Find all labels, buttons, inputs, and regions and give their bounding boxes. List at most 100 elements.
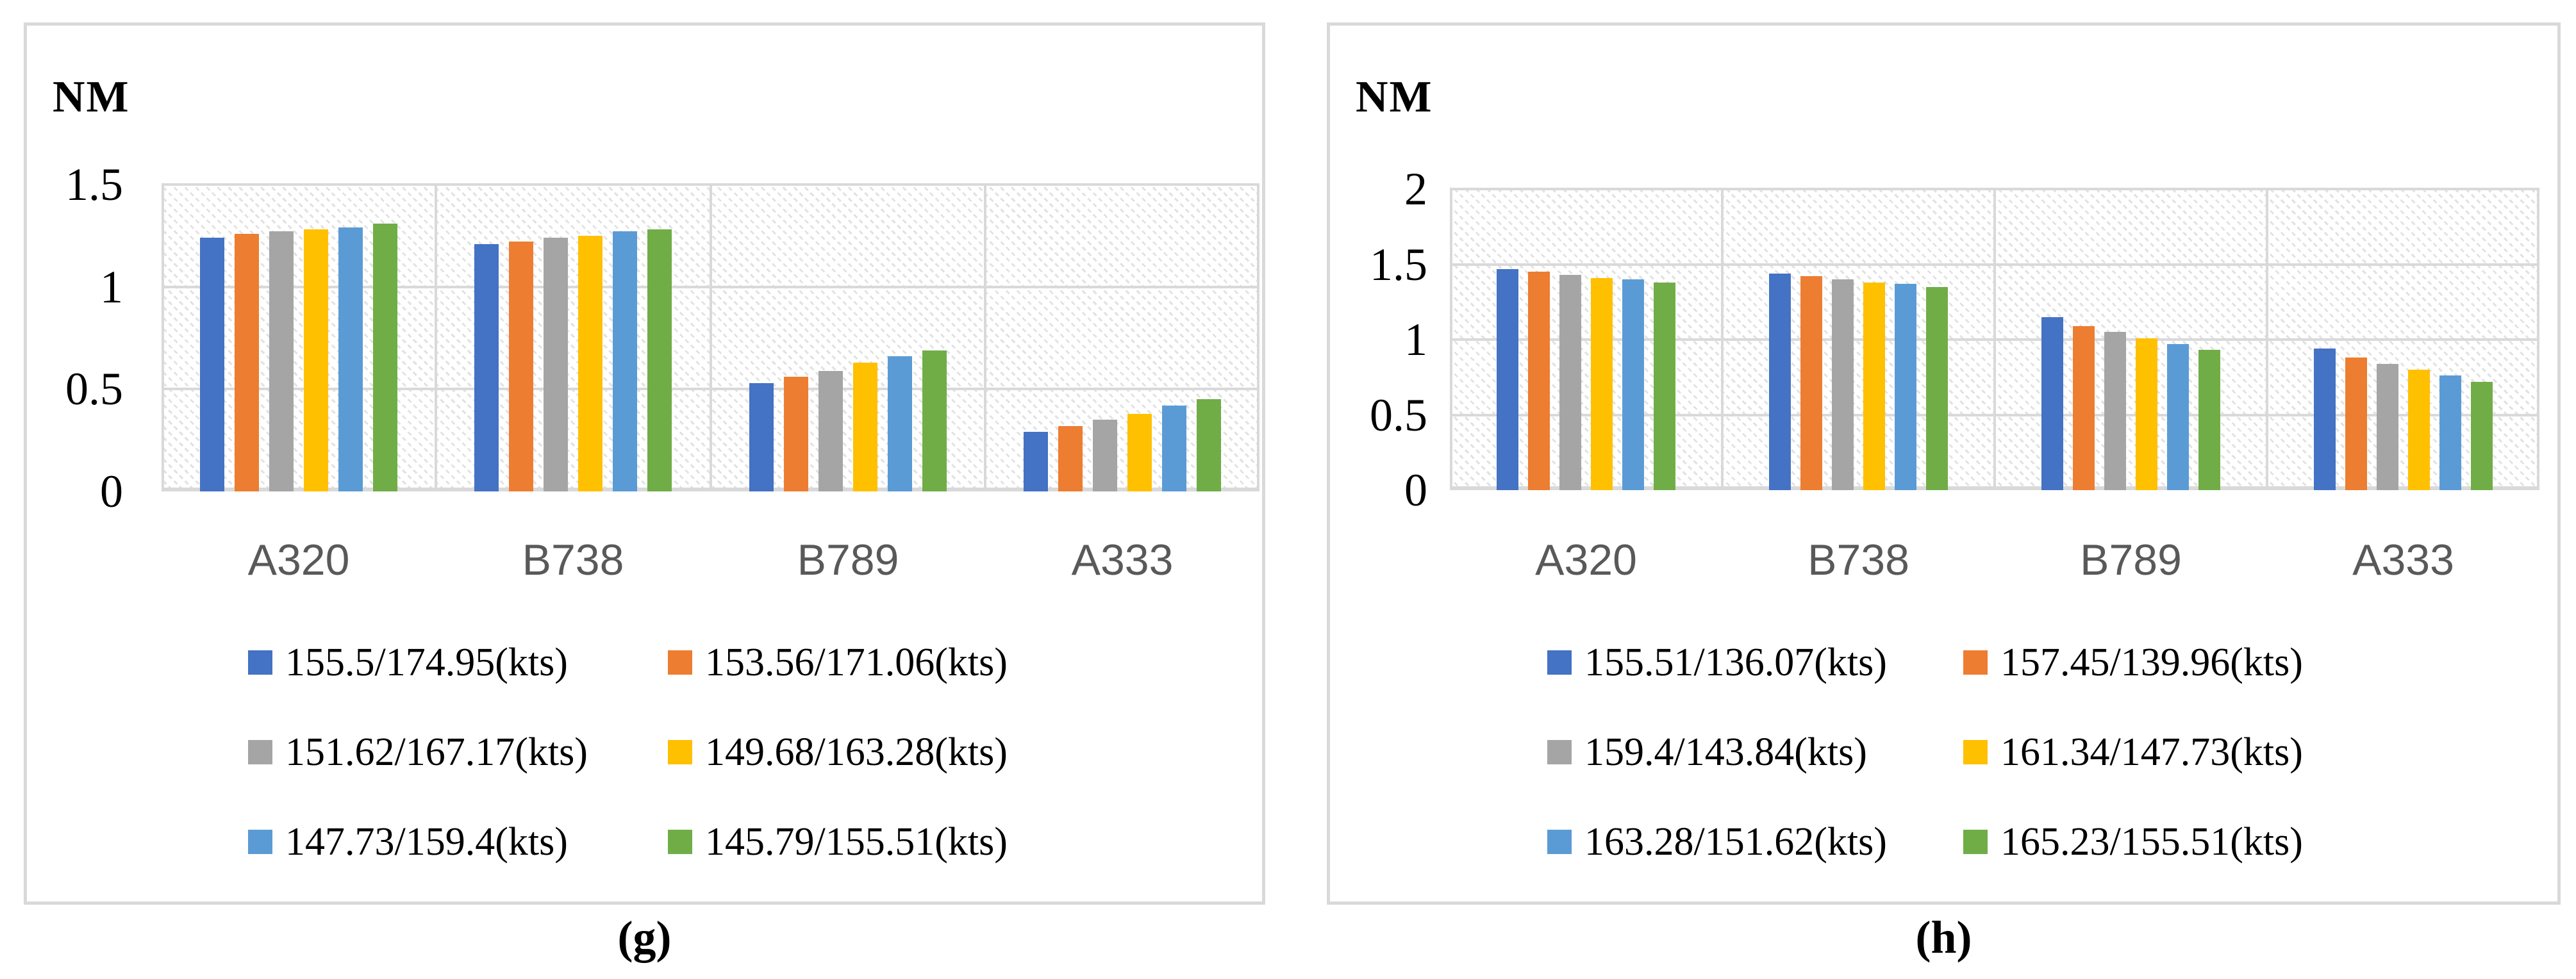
legend-label: 149.68/163.28(kts) — [705, 730, 1008, 774]
bar — [2198, 350, 2220, 490]
bar — [269, 231, 294, 491]
bar — [1832, 279, 1854, 490]
y-tick-label: 0 — [1404, 465, 1427, 516]
bar — [853, 363, 877, 491]
bar-chart-h: 0 0.5 1 1.5 2 A320 B738 B789 A333 155.51/136.07(k… — [1330, 26, 2557, 901]
legend-item: 165.23/155.51(kts) — [1963, 815, 2303, 869]
legend-label: 163.28/151.62(kts) — [1584, 819, 1887, 864]
legend-label: 165.23/155.51(kts) — [2000, 819, 2303, 864]
legend-label: 157.45/139.96(kts) — [2000, 640, 2303, 684]
legend-item: 161.34/147.73(kts) — [1963, 725, 2303, 779]
bar — [1800, 276, 1822, 490]
chart-panel-h: NM 0 0.5 1 1.5 2 A320 B738 B789 A333 155.51/136.0… — [1327, 22, 2561, 905]
bar — [647, 229, 672, 491]
gridline-vertical — [435, 185, 437, 491]
legend-swatch — [668, 740, 692, 764]
chart-panel-g: NM 0 0.5 1 1.5 A320 B738 B789 A333 155.5/174.95(… — [24, 22, 1265, 905]
bar — [749, 383, 774, 491]
x-category-label: A320 — [247, 536, 350, 584]
x-category-label: B789 — [797, 536, 899, 584]
legend-label: 155.51/136.07(kts) — [1584, 640, 1887, 684]
bar — [304, 229, 328, 491]
legend-label: 147.73/159.4(kts) — [285, 819, 568, 864]
gridline-vertical — [2537, 189, 2539, 490]
bar — [200, 238, 224, 491]
bar — [1863, 283, 1885, 490]
bar — [1895, 284, 1916, 490]
bar — [1591, 278, 1613, 490]
y-axis-unit-label: NM — [1356, 72, 1433, 122]
legend-item: 159.4/143.84(kts) — [1547, 725, 1867, 779]
legend-swatch — [248, 650, 272, 675]
x-category-label: A333 — [1071, 536, 1174, 584]
bar — [1162, 406, 1186, 491]
y-tick-label: 2 — [1404, 163, 1427, 215]
legend-item: 151.62/167.17(kts) — [248, 725, 588, 779]
bar — [2377, 364, 2398, 490]
bar — [819, 371, 843, 491]
legend-item: 149.68/163.28(kts) — [668, 725, 1008, 779]
y-tick-label: 1.5 — [65, 159, 123, 210]
legend-swatch — [668, 650, 692, 675]
legend-item: 155.51/136.07(kts) — [1547, 636, 1887, 689]
bar — [1622, 279, 1644, 490]
bar — [1058, 426, 1083, 491]
legend-item: 145.79/155.51(kts) — [668, 815, 1008, 869]
bar — [784, 377, 808, 491]
bar — [1528, 272, 1550, 490]
legend-label: 161.34/147.73(kts) — [2000, 730, 2303, 774]
gridline-vertical — [1257, 185, 1259, 491]
legend-item: 157.45/139.96(kts) — [1963, 636, 2303, 689]
bar — [2167, 344, 2189, 490]
bar — [888, 356, 912, 491]
panel-caption-h: (h) — [1915, 912, 1972, 963]
legend-swatch — [1547, 830, 1572, 854]
bar — [2073, 326, 2095, 490]
bar — [544, 238, 568, 491]
bar — [1197, 399, 1221, 491]
bar — [578, 236, 602, 491]
legend-swatch — [1963, 650, 1988, 675]
bar — [509, 242, 533, 491]
x-category-label: B789 — [2080, 536, 2182, 584]
bar — [922, 350, 947, 491]
bar — [1127, 414, 1152, 491]
bar — [2439, 375, 2461, 490]
bar — [1769, 274, 1791, 490]
bar — [2314, 349, 2336, 490]
bar — [1926, 287, 1948, 490]
legend-label: 159.4/143.84(kts) — [1584, 730, 1867, 774]
legend-item: 147.73/159.4(kts) — [248, 815, 568, 869]
bar — [373, 224, 397, 491]
bar — [1654, 283, 1675, 490]
bar — [1024, 432, 1048, 491]
bar — [2041, 317, 2063, 490]
bar — [338, 227, 363, 491]
legend-item: 155.5/174.95(kts) — [248, 636, 568, 689]
bar — [235, 234, 259, 491]
bar — [2345, 358, 2367, 490]
panel-caption-g: (g) — [617, 912, 672, 963]
gridline-vertical — [2266, 189, 2268, 490]
bar — [1559, 275, 1581, 490]
legend-item: 163.28/151.62(kts) — [1547, 815, 1887, 869]
x-category-label: B738 — [522, 536, 624, 584]
bar — [2136, 338, 2157, 490]
legend-label: 155.5/174.95(kts) — [285, 640, 568, 684]
y-tick-label: 1 — [1404, 314, 1427, 365]
y-tick-label: 0.5 — [1370, 390, 1427, 441]
legend-swatch — [1547, 740, 1572, 764]
legend-label: 153.56/171.06(kts) — [705, 640, 1008, 684]
gridline-vertical — [710, 185, 712, 491]
bar — [2408, 370, 2430, 490]
plot-area — [1450, 188, 2539, 490]
legend-swatch — [1547, 650, 1572, 675]
legend-swatch — [1963, 830, 1988, 854]
x-category-label: B738 — [1807, 536, 1909, 584]
bar — [474, 244, 499, 491]
gridline-vertical — [1450, 189, 1452, 490]
y-tick-label: 1 — [100, 261, 123, 313]
plot-area — [162, 183, 1259, 491]
legend-swatch — [248, 830, 272, 854]
bar-chart-g: 0 0.5 1 1.5 A320 B738 B789 A333 155.5/174.95(kts… — [27, 26, 1262, 901]
